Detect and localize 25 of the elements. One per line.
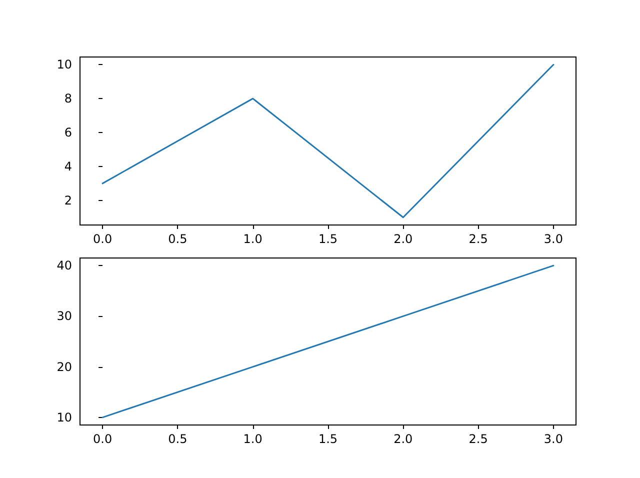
y-tick-label: 2 — [64, 193, 72, 208]
x-tick-label: 2.5 — [468, 232, 488, 246]
x-tick-label: 2.5 — [468, 432, 488, 446]
y-tick-label: 20 — [56, 360, 72, 374]
y-tick-label: 10 — [56, 410, 72, 424]
y-tick-label: 10 — [56, 58, 72, 72]
x-tick-label: 3.0 — [544, 432, 563, 446]
y-tick-label: 4 — [64, 159, 72, 174]
x-tick-label: 0.0 — [93, 432, 112, 446]
y-tick-label: 6 — [64, 126, 72, 140]
x-tick-label: 2.0 — [394, 232, 413, 246]
x-tick-label: 0.5 — [168, 432, 188, 446]
x-tick-label: 1.0 — [243, 432, 262, 446]
x-tick-label: 0.5 — [168, 232, 188, 246]
x-tick-label: 0.0 — [93, 232, 112, 246]
x-tick-label: 2.0 — [394, 432, 413, 446]
line-series — [102, 264, 554, 418]
line-series — [102, 64, 554, 218]
y-tick-label: 40 — [56, 258, 72, 273]
x-tick-label: 3.0 — [544, 232, 563, 246]
y-tick-label: 30 — [56, 309, 72, 324]
y-tick-label: 8 — [64, 92, 72, 106]
x-tick-label: 1.5 — [318, 432, 338, 446]
x-tick-label: 1.5 — [318, 232, 338, 246]
x-tick-label: 1.0 — [243, 232, 262, 246]
